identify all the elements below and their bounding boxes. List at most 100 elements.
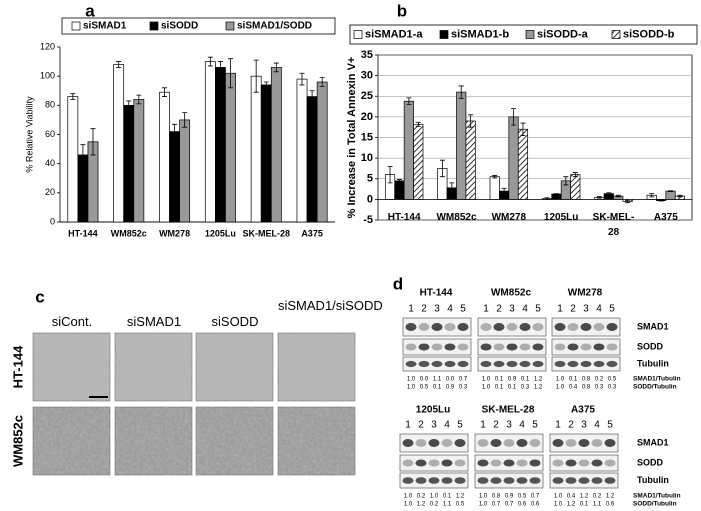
- error-bar: [553, 193, 559, 195]
- blot-band: [428, 459, 440, 467]
- y-axis-label: % Relative Viability: [24, 96, 34, 173]
- lane-number: 4: [594, 420, 600, 431]
- blot-band: [552, 459, 564, 467]
- blot-band: [490, 439, 502, 447]
- ratio-value: 1.2: [417, 502, 426, 508]
- blot-band: [565, 459, 577, 467]
- x-tick-label: HT-144: [387, 212, 421, 223]
- lane-number: 4: [444, 420, 450, 431]
- blot-band: [415, 477, 427, 484]
- bar: [517, 128, 529, 200]
- row-label: HT-144: [10, 345, 25, 388]
- error-bar: [207, 56, 213, 67]
- y-tick-label: 100: [40, 71, 55, 81]
- y-tick-label: -5: [363, 214, 373, 226]
- error-bar: [649, 193, 655, 198]
- lane-number: 1: [408, 304, 414, 315]
- ratio-value: 0.6: [531, 502, 540, 508]
- x-tick-label: 1205Lu: [543, 212, 579, 223]
- ratio-value: 0.2: [595, 377, 604, 383]
- cell-line-label: A375: [571, 405, 595, 416]
- blot-band: [402, 459, 414, 467]
- panel-label: a: [85, 1, 95, 20]
- bar: [665, 190, 676, 200]
- y-axis-label: % Increase in Total Annexin V+: [346, 57, 358, 219]
- blot-band: [444, 360, 456, 368]
- blot-band: [493, 360, 505, 368]
- blot-band: [606, 323, 618, 331]
- blot-band: [490, 459, 502, 467]
- ratio-value: 0.5: [518, 494, 527, 500]
- blot-band: [591, 459, 603, 467]
- blot-band: [503, 477, 515, 484]
- ratio-value: 0.7: [492, 502, 501, 508]
- ratio-value: 0.2: [430, 502, 439, 508]
- x-tick-label: WM278: [491, 212, 527, 223]
- ratio-value: 1.2: [606, 494, 615, 500]
- blot-band: [604, 439, 616, 447]
- blot-band: [516, 459, 528, 467]
- ratio-value: 1.2: [534, 377, 543, 383]
- error-bar: [116, 61, 122, 68]
- blot-band: [532, 360, 544, 368]
- blot-band: [506, 360, 518, 368]
- blot-band: [493, 343, 505, 351]
- blot-band: [477, 439, 489, 447]
- bar: [179, 119, 191, 223]
- lane-number: 3: [434, 304, 440, 315]
- blot-band: [457, 323, 469, 331]
- ratio-value: 0.3: [608, 385, 617, 391]
- lane-number: 1: [555, 420, 561, 431]
- blot-band: [405, 343, 417, 351]
- error-bar: [406, 97, 412, 105]
- ratio-value: 0.1: [521, 377, 530, 383]
- ratio-value: 0.1: [569, 377, 578, 383]
- y-tick-label: 20: [361, 111, 373, 123]
- ratio-value: 0.0: [446, 377, 455, 383]
- lane-number: 5: [532, 420, 538, 431]
- panel-label: b: [397, 1, 407, 20]
- ratio-value: 1.0: [556, 385, 565, 391]
- ratio-value: 0.9: [446, 385, 455, 391]
- blot-band: [606, 343, 618, 351]
- ratio-value: 1.0: [404, 502, 413, 508]
- blot-strip: [474, 433, 544, 453]
- panel-label: d: [393, 274, 403, 293]
- error-bar: [415, 121, 421, 127]
- error-bar: [677, 194, 683, 198]
- ratio-value: 1.1: [433, 377, 442, 383]
- x-tick-label: 1205Lu: [205, 228, 236, 238]
- blot-band: [457, 343, 469, 351]
- blot-band: [578, 439, 590, 447]
- row-label: WM852c: [10, 415, 25, 467]
- blot-band: [480, 343, 492, 351]
- ratio-value: 0.4: [569, 385, 578, 391]
- error-bar: [319, 77, 325, 87]
- error-bar: [126, 100, 132, 111]
- legend-swatch: [611, 30, 621, 39]
- lane-number: 5: [607, 420, 613, 431]
- legend-label: siSMAD1: [83, 21, 127, 32]
- ratio-label: SODD/Tubulin: [633, 384, 677, 391]
- ratio-value: 0.1: [443, 494, 452, 500]
- blot-band: [591, 439, 603, 447]
- y-tick-label: 0: [367, 193, 373, 205]
- error-bar: [625, 199, 631, 204]
- error-bar: [136, 94, 142, 105]
- ratio-value: 0.2: [417, 494, 426, 500]
- lane-number: 3: [581, 420, 587, 431]
- blot-band: [503, 459, 515, 467]
- ratio-value: 0.1: [433, 385, 442, 391]
- blot-band: [402, 477, 414, 484]
- bar: [456, 91, 467, 200]
- bar: [215, 67, 226, 223]
- blot-band: [591, 477, 603, 484]
- lane-number: 2: [568, 420, 574, 431]
- legend-label: siSODD-b: [623, 28, 675, 40]
- legend-label: siSMAD1-a: [365, 28, 423, 40]
- cell-line-label: SK-MEL-28: [482, 405, 535, 416]
- cell-line-label: WM278: [568, 288, 603, 299]
- blot-band: [418, 360, 430, 368]
- blot-band: [593, 323, 605, 331]
